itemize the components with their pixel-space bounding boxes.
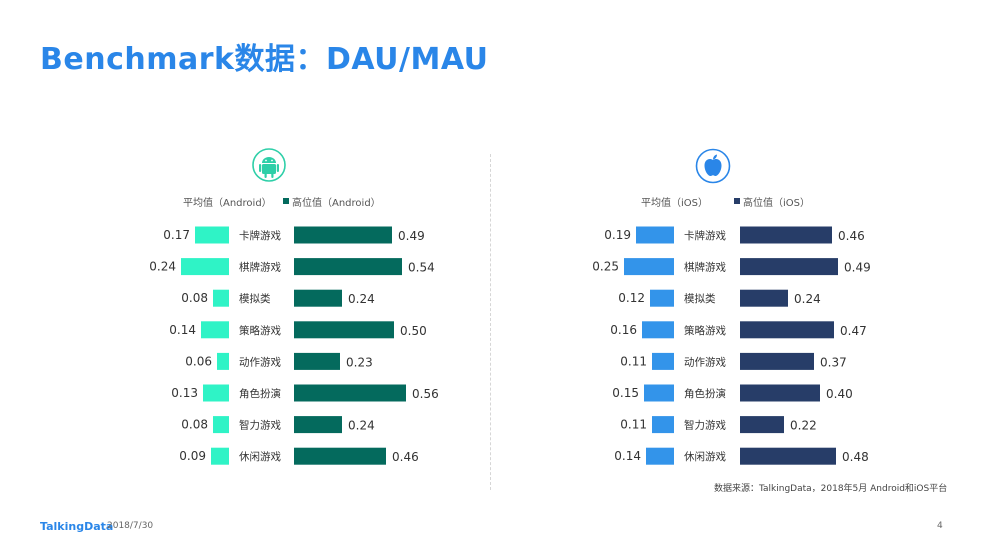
ios-avg-label: 0.14: [614, 449, 641, 463]
ios-category-label: 卡牌游戏: [684, 229, 726, 242]
ios-avg-bar: [652, 352, 674, 370]
android-avg-label: 0.24: [149, 260, 176, 274]
ios-avg-bar: [636, 226, 674, 244]
legend-ios-top: 高位值（iOS）: [743, 198, 810, 209]
android-avg-label: 0.13: [171, 386, 198, 400]
android-top-bar: [294, 289, 342, 307]
ios-avg-bar: [642, 321, 674, 339]
ios-category-label: 休闲游戏: [684, 450, 726, 463]
android-top-label: 0.56: [412, 387, 439, 401]
android-top-bar: [294, 447, 386, 465]
android-avg-label: 0.14: [169, 323, 196, 337]
android-top-label: 0.24: [348, 419, 375, 433]
android-category-label: 角色扮演: [239, 387, 281, 400]
ios-top-bar: [740, 226, 832, 244]
android-category-label: 策略游戏: [239, 324, 281, 337]
android-category-label: 卡牌游戏: [239, 229, 281, 242]
ios-avg-label: 0.12: [618, 291, 645, 305]
legend-ios-avg: 平均值（iOS）: [641, 198, 708, 209]
ios-category-label: 动作游戏: [684, 355, 726, 368]
ios-top-label: 0.48: [842, 450, 869, 464]
android-avg-bar: [203, 384, 229, 402]
ios-top-bar: [740, 258, 838, 276]
android-category-label: 动作游戏: [239, 355, 281, 368]
android-avg-bar: [211, 447, 229, 465]
android-avg-bar: [213, 416, 229, 434]
ios-top-label: 0.40: [826, 387, 853, 401]
apple-icon: [695, 148, 731, 188]
android-top-bar: [294, 258, 402, 276]
android-top-label: 0.24: [348, 292, 375, 306]
android-top-bar: [294, 384, 406, 402]
android-top-label: 0.54: [408, 261, 435, 275]
android-avg-bar: [213, 289, 229, 307]
android-icon: [252, 148, 286, 188]
ios-top-label: 0.24: [794, 292, 821, 306]
ios-top-label: 0.49: [844, 261, 871, 275]
ios-top-bar: [740, 447, 836, 465]
android-top-label: 0.49: [398, 229, 425, 243]
ios-top-label: 0.47: [840, 324, 867, 338]
android-top-bar: [294, 321, 394, 339]
android-top-bar: [294, 352, 340, 370]
ios-avg-bar: [624, 258, 674, 276]
legend-ios-top-swatch: [734, 198, 740, 204]
android-top-label: 0.46: [392, 450, 419, 464]
ios-avg-bar: [646, 447, 674, 465]
android-avg-bar: [181, 258, 229, 276]
panel-divider: [490, 154, 491, 490]
android-top-label: 0.50: [400, 324, 427, 338]
ios-top-bar: [740, 352, 814, 370]
data-source-note: 数据来源：TalkingData，2018年5月 Android和iOS平台: [714, 484, 948, 494]
ios-top-bar: [740, 289, 788, 307]
android-category-label: 智力游戏: [239, 419, 281, 432]
ios-avg-label: 0.19: [604, 228, 631, 242]
legend-android-top: 高位值（Android）: [292, 198, 381, 209]
ios-avg-bar: [644, 384, 674, 402]
android-avg-label: 0.08: [181, 418, 208, 432]
ios-category-label: 策略游戏: [684, 324, 726, 337]
android-avg-label: 0.08: [181, 291, 208, 305]
android-category-label: 休闲游戏: [239, 450, 281, 463]
ios-top-label: 0.46: [838, 229, 865, 243]
ios-avg-bar: [652, 416, 674, 434]
ios-category-label: 智力游戏: [684, 419, 726, 432]
ios-avg-label: 0.25: [592, 260, 619, 274]
ios-avg-label: 0.15: [612, 386, 639, 400]
ios-top-bar: [740, 321, 834, 339]
ios-category-label: 模拟类: [684, 292, 716, 305]
ios-category-label: 棋牌游戏: [684, 261, 726, 274]
ios-top-label: 0.22: [790, 419, 817, 433]
android-avg-bar: [217, 352, 229, 370]
android-top-label: 0.23: [346, 355, 373, 369]
android-avg-label: 0.17: [163, 228, 190, 242]
ios-avg-bar: [650, 289, 674, 307]
page-number: 4: [937, 521, 943, 531]
android-avg-bar: [195, 226, 229, 244]
android-avg-label: 0.09: [179, 449, 206, 463]
page-title: Benchmark数据：DAU/MAU: [40, 42, 489, 77]
legend-android-top-swatch: [283, 198, 289, 204]
ios-avg-label: 0.16: [610, 323, 637, 337]
ios-top-label: 0.37: [820, 355, 847, 369]
footer-date: 2018/7/30: [107, 521, 154, 531]
ios-top-bar: [740, 384, 820, 402]
ios-category-label: 角色扮演: [684, 387, 726, 400]
footer-logo: TalkingData: [40, 520, 114, 533]
android-category-label: 模拟类: [239, 292, 271, 305]
android-top-bar: [294, 416, 342, 434]
ios-top-bar: [740, 416, 784, 434]
android-category-label: 棋牌游戏: [239, 261, 281, 274]
android-top-bar: [294, 226, 392, 244]
ios-avg-label: 0.11: [620, 418, 647, 432]
android-avg-bar: [201, 321, 229, 339]
android-avg-label: 0.06: [185, 354, 212, 368]
ios-avg-label: 0.11: [620, 354, 647, 368]
legend-android-avg: 平均值（Android）: [183, 198, 272, 209]
